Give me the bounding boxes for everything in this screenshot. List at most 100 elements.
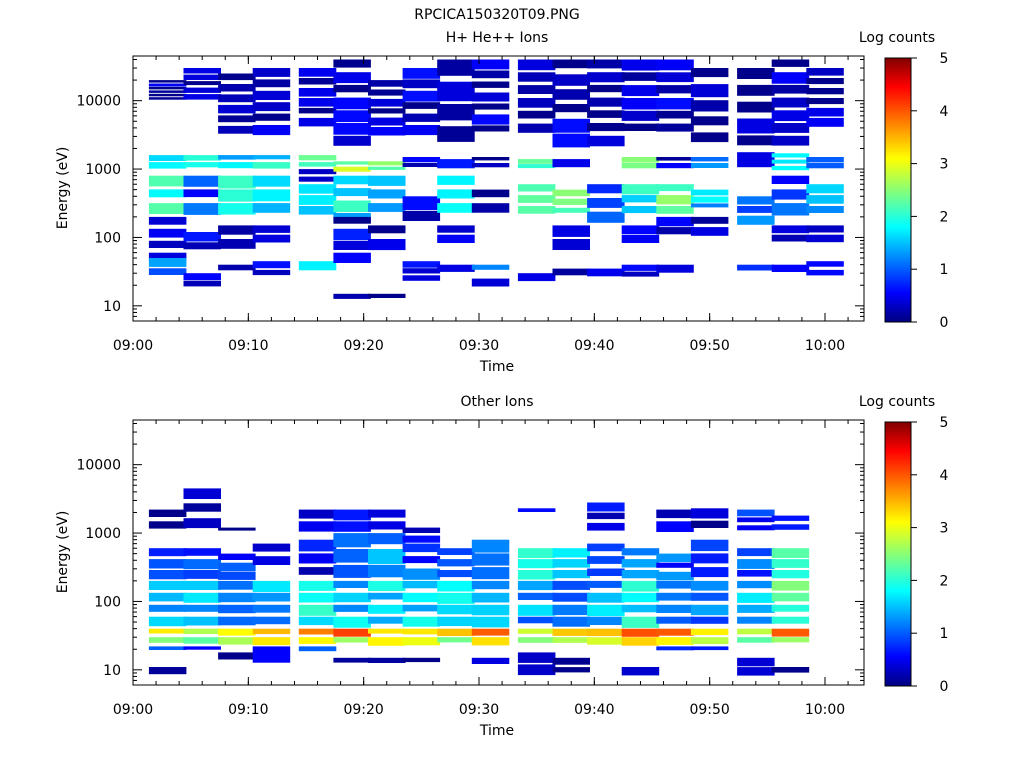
heatmap-cell bbox=[806, 68, 844, 76]
heatmap-cell bbox=[183, 242, 221, 250]
heatmap-cell bbox=[471, 539, 510, 553]
heatmap-cell bbox=[690, 189, 729, 196]
x-tick-label: 09:30 bbox=[459, 338, 499, 354]
heatmap-cell bbox=[252, 580, 291, 592]
heatmap-cell bbox=[587, 97, 625, 107]
heatmap-cell bbox=[437, 234, 475, 243]
heatmap-cell bbox=[252, 604, 291, 613]
heatmap-cell bbox=[333, 580, 371, 588]
colorbar-tick-label: 4 bbox=[940, 468, 949, 484]
heatmap-cell bbox=[148, 93, 187, 97]
heatmap-cell bbox=[690, 157, 729, 162]
heatmap-cell bbox=[471, 278, 510, 287]
heatmap-cell bbox=[218, 115, 256, 123]
heatmap-cell bbox=[771, 123, 810, 133]
heatmap-cell bbox=[737, 101, 775, 113]
heatmap-cell bbox=[587, 628, 625, 637]
heatmap-cell bbox=[690, 616, 729, 624]
heatmap-cell bbox=[333, 213, 371, 220]
heatmap-cell bbox=[656, 59, 694, 71]
heatmap-cell bbox=[656, 592, 694, 601]
heatmap-cell bbox=[298, 637, 337, 644]
heatmap-cell bbox=[552, 559, 590, 568]
heatmap-cell bbox=[437, 570, 475, 578]
heatmap-cell bbox=[368, 203, 406, 212]
heatmap-cell bbox=[737, 580, 775, 589]
heatmap-cell bbox=[806, 117, 844, 127]
heatmap-cell bbox=[333, 228, 371, 241]
heatmap-cell bbox=[437, 203, 475, 213]
heatmap-cell bbox=[333, 592, 371, 603]
heatmap-cell bbox=[148, 189, 187, 198]
heatmap-cell bbox=[298, 169, 337, 175]
heatmap-cell bbox=[298, 567, 337, 575]
heatmap-cell bbox=[656, 616, 694, 624]
colorbar-tick-label: 2 bbox=[940, 209, 949, 225]
heatmap-cell bbox=[587, 512, 625, 520]
heatmap-cell bbox=[252, 125, 291, 136]
heatmap-cell bbox=[806, 163, 844, 169]
heatmap-cell bbox=[402, 637, 441, 646]
x-tick-label: 09:40 bbox=[574, 702, 614, 718]
heatmap-cell bbox=[252, 175, 291, 187]
x-tick-label: 09:20 bbox=[343, 338, 383, 354]
heatmap-cell bbox=[771, 203, 810, 216]
heatmap-cell bbox=[737, 548, 775, 557]
heatmap-cell bbox=[402, 102, 441, 109]
heatmap-cell bbox=[298, 616, 337, 626]
heatmap-cell bbox=[656, 553, 694, 563]
heatmap-cell bbox=[690, 100, 729, 112]
heatmap-cell bbox=[298, 553, 337, 564]
figure-title: RPCICA150320T09.PNG bbox=[414, 7, 579, 23]
heatmap-cell bbox=[517, 592, 556, 600]
heatmap-cell bbox=[587, 135, 625, 147]
heatmap-cell bbox=[621, 580, 660, 592]
heatmap-cell bbox=[368, 239, 406, 251]
heatmap-cell bbox=[298, 628, 337, 635]
y-tick-label: 10000 bbox=[76, 458, 121, 474]
heatmap-cell bbox=[690, 68, 729, 78]
x-axis: 09:00 09:10 09:20 09:30 09:40 09:50 10:00 bbox=[113, 420, 849, 718]
heatmap-cell bbox=[437, 104, 475, 121]
heatmap-cell bbox=[471, 157, 510, 161]
heatmap-cell bbox=[587, 543, 625, 552]
heatmap-cell bbox=[298, 98, 337, 107]
heatmap-cell bbox=[148, 616, 187, 627]
heatmap-cell bbox=[402, 535, 441, 543]
x-axis: 09:00 09:10 09:20 09:30 09:40 09:50 10:00 bbox=[113, 56, 849, 354]
heatmap-cell bbox=[333, 97, 371, 110]
heatmap-cell bbox=[368, 628, 406, 634]
heatmap-cell bbox=[333, 637, 371, 643]
heatmap-cell bbox=[621, 559, 660, 568]
heatmap-cell bbox=[471, 103, 510, 110]
heatmap-cell bbox=[471, 567, 510, 580]
heatmap-cell bbox=[148, 83, 187, 87]
heatmap-cell bbox=[737, 517, 775, 523]
heatmap-cell bbox=[621, 570, 660, 579]
heatmap-cell bbox=[183, 559, 221, 570]
colorbar-label: Log counts bbox=[859, 394, 935, 410]
heatmap-cell bbox=[690, 646, 729, 651]
heatmap-cell bbox=[368, 549, 406, 565]
heatmap-cell bbox=[298, 539, 337, 552]
heatmap-cell bbox=[218, 616, 256, 626]
heatmap-cells bbox=[148, 59, 844, 299]
heatmap-cell bbox=[402, 604, 441, 612]
heatmap-cell bbox=[252, 68, 291, 77]
heatmap-cell bbox=[218, 94, 256, 103]
heatmap-cell bbox=[690, 580, 729, 591]
heatmap-cell bbox=[183, 155, 221, 161]
heatmap-cell bbox=[148, 268, 187, 275]
heatmap-cell bbox=[587, 556, 625, 564]
heatmap-cell bbox=[806, 78, 844, 85]
heatmap-cell bbox=[690, 508, 729, 519]
heatmap-cell bbox=[587, 502, 625, 512]
heatmap-cell bbox=[333, 628, 371, 637]
heatmap-cell bbox=[437, 189, 475, 199]
heatmap-cell bbox=[656, 571, 694, 581]
heatmap-cell bbox=[252, 162, 291, 169]
colorbar-tick-label: 5 bbox=[940, 51, 949, 67]
heatmap-cell bbox=[148, 604, 187, 612]
heatmap-cell bbox=[552, 198, 590, 205]
heatmap-cell bbox=[771, 84, 810, 94]
